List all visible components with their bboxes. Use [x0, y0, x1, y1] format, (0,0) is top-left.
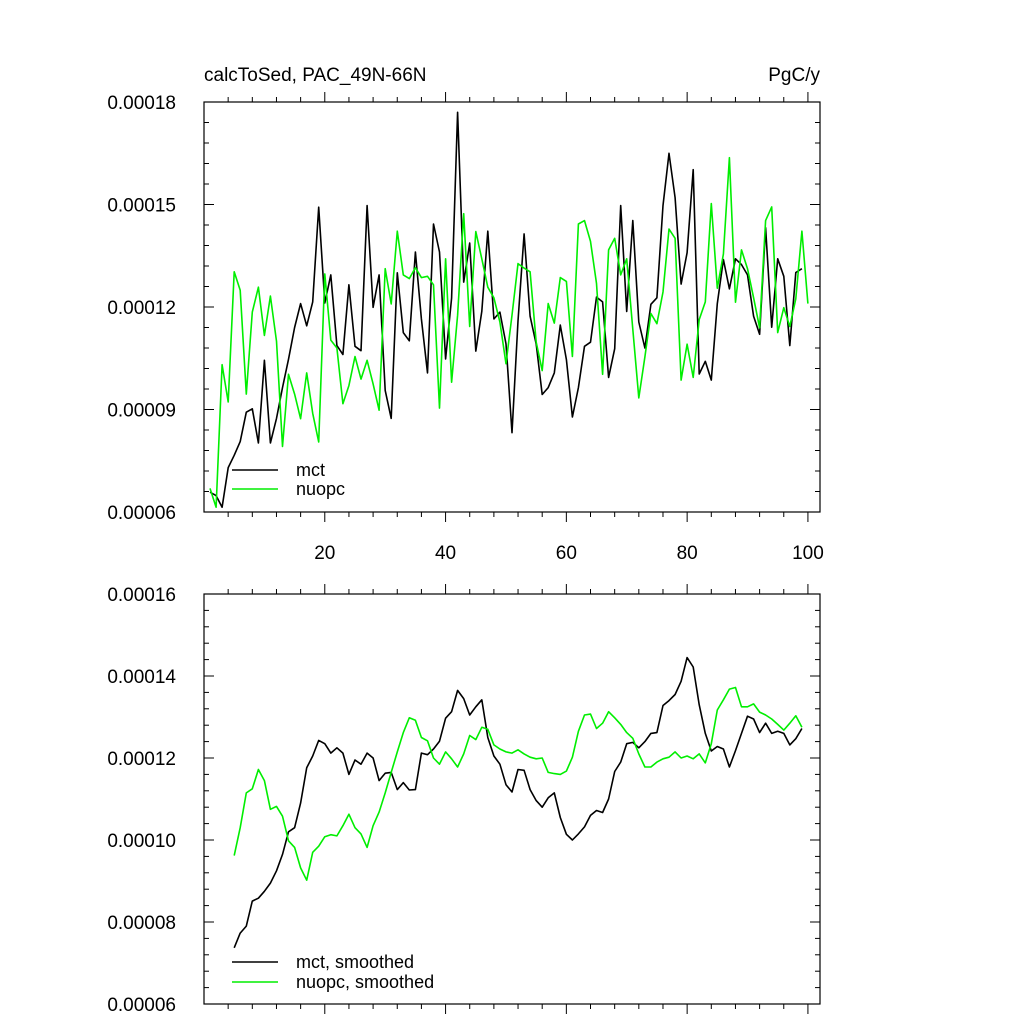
- series-line-nuopc: [209, 156, 809, 509]
- top-ticks: 0.00006 0.00009 0.00012 0.00015 0.00018 20 40 6…: [107, 92, 824, 564]
- y-tick-label: 0.00006: [107, 503, 176, 524]
- legend-label: nuopc: [296, 479, 345, 499]
- y-tick-label: 0.00012: [107, 749, 176, 770]
- legend-label: nuopc, smoothed: [296, 972, 434, 992]
- y-tick-label: 0.00010: [107, 831, 176, 852]
- top-panel: calcToSed, PAC_49N-66N PgC/y 0.000060.00…: [107, 65, 823, 564]
- top-title-units: PgC/y: [768, 65, 820, 86]
- series-line-nuopc-smoothed: [233, 686, 803, 882]
- bottom-panel: 0.00006 0.00008 0.00010 0.00012 0.00014 0.000…: [107, 584, 821, 1016]
- x-tick-label: 60: [556, 543, 577, 564]
- y-tick-label: 0.00014: [107, 667, 176, 688]
- y-tick-label: 0.00009: [107, 401, 176, 422]
- y-tick-label: 0.00006: [107, 995, 176, 1016]
- y-tick-label: 0.00008: [107, 913, 176, 934]
- bottom-plot-frame: [203, 593, 821, 1005]
- y-tick-label: 0.00018: [107, 93, 176, 114]
- y-tick-label: 0.00012: [107, 298, 176, 319]
- bottom-ticks: 0.00006 0.00008 0.00010 0.00012 0.00014 0.000…: [107, 584, 820, 1016]
- y-tick-label: 0.00015: [107, 196, 176, 217]
- legend-label: mct, smoothed: [296, 952, 414, 972]
- top-plot-frame: [203, 101, 821, 513]
- legend-label: mct: [296, 460, 325, 480]
- top-series: [209, 111, 809, 509]
- bottom-series: [233, 656, 803, 949]
- top-title-left: calcToSed, PAC_49N-66N: [204, 65, 426, 86]
- x-tick-label: 40: [435, 543, 456, 564]
- y-tick-label: 0.00016: [107, 585, 176, 606]
- x-tick-label: 80: [677, 543, 698, 564]
- x-tick-label: 20: [314, 543, 335, 564]
- series-line-mct: [209, 111, 803, 509]
- x-tick-label: 100: [792, 543, 824, 564]
- series-line-mct-smoothed: [233, 656, 803, 949]
